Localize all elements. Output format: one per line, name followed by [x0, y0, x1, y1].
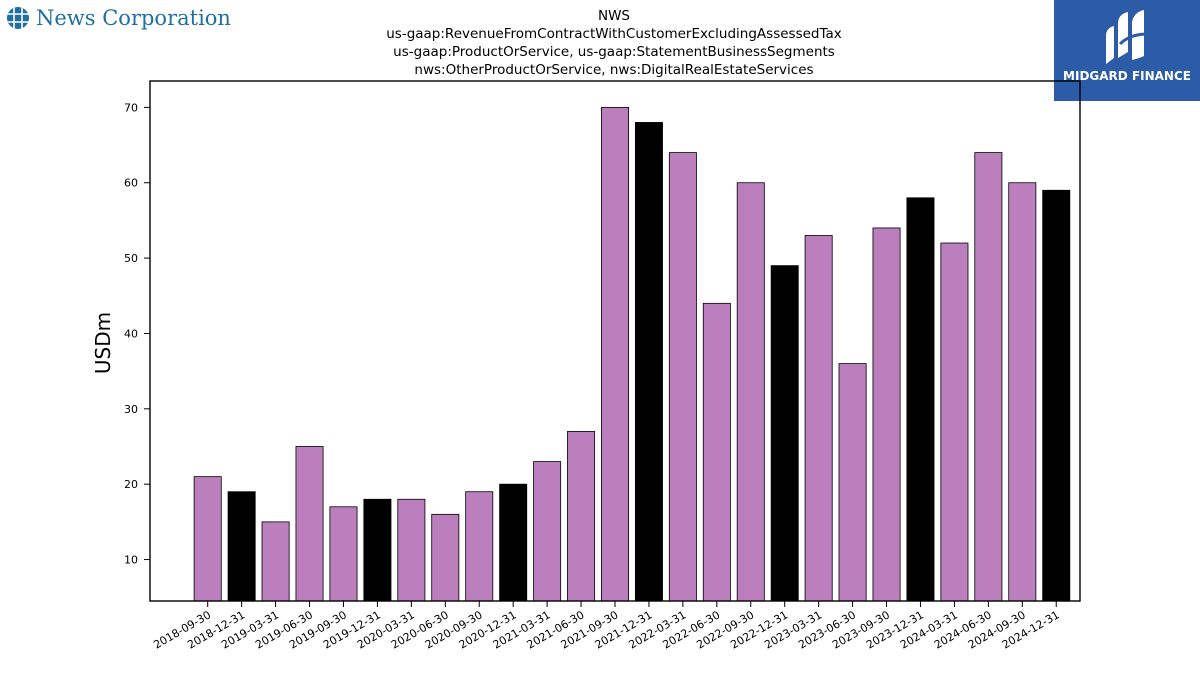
y-axis-label: USDm	[91, 312, 115, 374]
y-tick-label: 70	[124, 101, 138, 114]
y-tick-label: 40	[124, 327, 138, 340]
bar-2021-03-31	[533, 461, 562, 602]
y-tick-label: 10	[124, 554, 138, 567]
bar-2023-03-31	[804, 235, 833, 602]
bar-2018-09-30	[193, 476, 222, 602]
y-tick-label: 20	[124, 478, 138, 491]
brand-name: MIDGARD FINANCE	[1063, 69, 1191, 83]
bar-2024-09-30	[1008, 182, 1037, 602]
title-line: NWS	[597, 8, 631, 24]
bar-2021-12-31	[634, 122, 663, 602]
bar-2019-12-31	[363, 498, 392, 602]
title-line: us-gaap:ProductOrService, us-gaap:Statem…	[393, 44, 835, 60]
title-line: nws:OtherProductOrService, nws:DigitalRe…	[414, 62, 814, 78]
midgard-m-icon	[1106, 10, 1149, 64]
bar-2024-03-31	[940, 242, 969, 602]
bar-2020-03-31	[397, 498, 426, 602]
midgard-finance-logo: MIDGARD FINANCE	[1054, 0, 1200, 101]
y-tick-label: 50	[124, 252, 138, 265]
bar-2023-12-31	[906, 197, 935, 602]
y-tick-label: 30	[124, 403, 138, 416]
bar-2022-12-31	[770, 265, 799, 602]
bar-2018-12-31	[227, 491, 256, 602]
bar-2019-03-31	[261, 521, 290, 602]
bar-2023-06-30	[838, 363, 867, 602]
bar-2020-12-31	[499, 483, 528, 602]
title-line: us-gaap:RevenueFromContractWithCustomerE…	[386, 26, 842, 42]
y-tick-label: 60	[124, 177, 138, 190]
bar-2021-06-30	[567, 431, 596, 602]
logo-text: News Corporation	[36, 6, 231, 30]
globe-grid-icon	[7, 7, 29, 29]
bar-2022-03-31	[668, 152, 697, 602]
bar-2023-09-30	[872, 227, 901, 602]
news-corp-logo: News Corporation	[6, 6, 231, 30]
bar-2021-09-30	[601, 106, 629, 602]
bar-2022-09-30	[736, 182, 765, 602]
bar-2019-06-30	[295, 446, 324, 602]
bar-2022-06-30	[702, 302, 731, 602]
bar-2024-12-31	[1042, 189, 1071, 602]
bar-2020-09-30	[465, 491, 494, 602]
chart-title: NWS us-gaap:RevenueFromContractWithCusto…	[300, 7, 928, 79]
bar-2019-09-30	[329, 506, 358, 602]
bar-2024-06-30	[974, 152, 1003, 602]
bar-2020-06-30	[431, 513, 460, 602]
